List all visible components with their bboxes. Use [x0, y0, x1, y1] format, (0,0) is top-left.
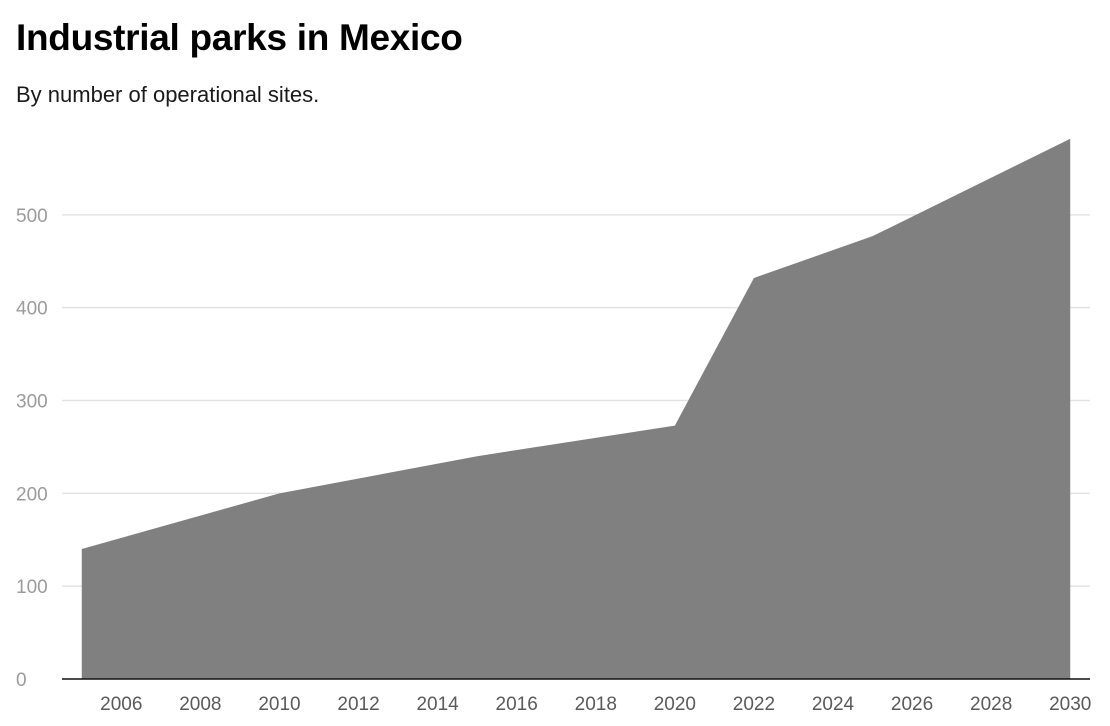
x-tick-label: 2030 [1049, 694, 1091, 715]
x-tick-label: 2006 [100, 694, 142, 715]
y-tick-label: 500 [16, 206, 48, 227]
x-tick-label: 2014 [416, 694, 459, 715]
x-tick-label: 2018 [575, 694, 617, 715]
x-tick-label: 2022 [733, 694, 775, 715]
x-tick-label: 2028 [970, 694, 1012, 715]
y-tick-label: 400 [16, 299, 48, 320]
chart-title: Industrial parks in Mexico [16, 17, 463, 58]
x-tick-label: 2008 [179, 694, 221, 715]
chart-subtitle: By number of operational sites. [16, 82, 320, 107]
y-tick-label: 100 [16, 577, 48, 598]
y-tick-label: 0 [16, 670, 27, 691]
x-tick-label: 2016 [496, 694, 538, 715]
y-tick-label: 200 [16, 484, 48, 505]
x-tick-label: 2024 [812, 694, 855, 715]
y-tick-label: 300 [16, 392, 48, 413]
x-tick-label: 2012 [337, 694, 379, 715]
y-axis-labels: 0 100 200 300 400 500 [16, 206, 48, 691]
x-axis: 2006 2008 2010 2012 2014 2016 2018 2020 2022 2024… [62, 678, 1091, 715]
area-series [81, 138, 1071, 679]
x-tick-label: 2010 [258, 694, 300, 715]
x-tick-label: 2026 [891, 694, 933, 715]
area-series-shape [81, 138, 1071, 679]
x-tick-label: 2020 [654, 694, 696, 715]
